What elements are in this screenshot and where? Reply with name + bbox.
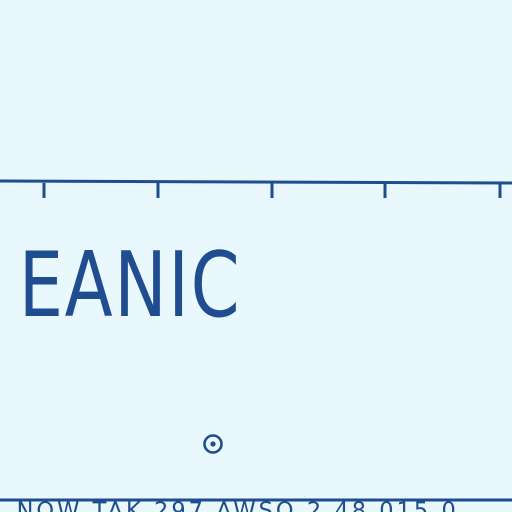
top-neatline xyxy=(0,179,512,185)
bottom-caption: ...NOW TAK 297 AWSO 2 48 015 0 xyxy=(0,501,459,512)
ocean-name-label: EANIC xyxy=(18,233,241,338)
circle-dot-icon[interactable] xyxy=(202,433,224,455)
graticule-ticks xyxy=(42,183,502,198)
bottom-caption-text: ...NOW TAK 297 AWSO 2 48 015 0 xyxy=(0,501,459,512)
